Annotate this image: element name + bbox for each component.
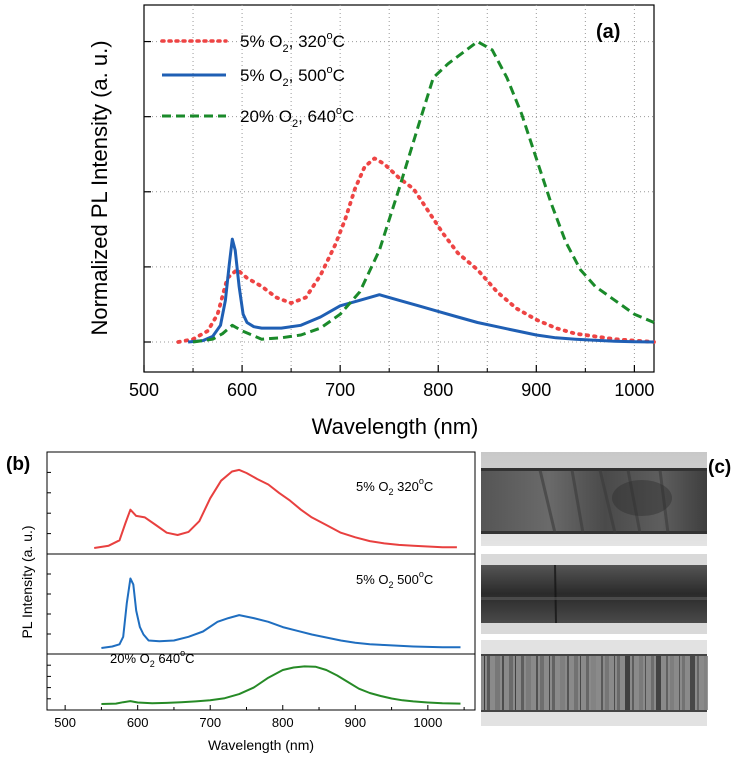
panel-b-label-320: 5% O2 320oC	[356, 476, 433, 497]
tem-stripe	[487, 656, 490, 710]
panel-b-ylabel: PL Intensity (a. u.)	[19, 525, 35, 638]
b-xtick-label: 500	[54, 715, 76, 730]
tem-stripe	[625, 656, 630, 710]
a-xtick-label: 800	[423, 380, 453, 400]
tem-stripe	[536, 656, 538, 710]
panel-a-legend: 5% O2, 320oC 5% O2, 500oC 20% O2, 640oC	[160, 30, 354, 130]
panel-a-xlabel: Wavelength (nm)	[312, 414, 479, 439]
b-xtick-label: 1000	[413, 715, 442, 730]
tem-stripe	[614, 656, 615, 710]
legend-label-640: 20% O2, 640oC	[240, 105, 354, 130]
tem-stripe	[495, 656, 500, 710]
tem-stripe	[679, 656, 680, 710]
b-series-line-1	[101, 577, 461, 649]
tem-stripe	[591, 656, 596, 710]
panel-c-letter: (c)	[708, 457, 731, 478]
tem-stripe	[601, 656, 603, 710]
tem-stripe	[651, 656, 654, 710]
a-series-line-0	[176, 156, 656, 344]
tem-image-500	[481, 554, 707, 634]
b-xtick-label: 900	[344, 715, 366, 730]
tem-stripe	[502, 656, 504, 710]
panel-a-letter: (a)	[596, 21, 620, 43]
a-series-line-1	[187, 237, 655, 344]
tem-stripe	[632, 656, 634, 710]
tem-stripe	[526, 656, 531, 710]
a-series-line-2	[192, 40, 655, 344]
panel-a-chart: 500 600 700 800 900 1000 (a) 5% O2, 320oC 5% …	[87, 4, 656, 439]
panel-a-ylabel: Normalized PL Intensity (a. u.)	[87, 40, 112, 335]
tem-image-320	[481, 452, 707, 546]
tem-stripe	[560, 656, 565, 710]
b-xtick-label: 700	[199, 715, 221, 730]
tem-image-640	[481, 640, 708, 726]
panel-a-frame	[143, 4, 655, 373]
tem-stripe	[515, 656, 516, 710]
tem-stripe	[574, 656, 578, 710]
a-xtick-label: 600	[227, 380, 257, 400]
tem-stripe	[617, 656, 620, 710]
tem-stripe	[682, 656, 685, 710]
tem-stripe	[690, 656, 695, 710]
tem-stripe	[670, 656, 674, 710]
tem-stripe	[697, 656, 699, 710]
panel-b-series	[94, 468, 461, 705]
tem-stripe	[586, 656, 589, 710]
b-xtick-label: 800	[272, 715, 294, 730]
tem-stripe	[645, 656, 646, 710]
b-xtick-label: 600	[127, 715, 149, 730]
tem-stripe	[605, 656, 609, 710]
panel-b-frame-middle	[46, 553, 476, 655]
panel-b-frame-bottom	[46, 653, 476, 711]
tem-stripe	[704, 656, 708, 710]
panel-b-chart: (b) 500 600 700 800 900 1000 5% O2 320oC 5% O…	[6, 451, 476, 753]
tem-stripe	[521, 656, 524, 710]
panel-b-letter: (b)	[6, 454, 30, 475]
tem-stripe	[656, 656, 661, 710]
a-xtick-label: 900	[521, 380, 551, 400]
panel-a-ticks: 500 600 700 800 900 1000	[129, 40, 654, 400]
a-xtick-label: 700	[325, 380, 355, 400]
a-xtick-label: 500	[129, 380, 159, 400]
tem-stripe	[580, 656, 581, 710]
tem-stripe	[552, 656, 555, 710]
panel-c-tem-images: (c)	[481, 452, 731, 726]
panel-b-ticks: 500 600 700 800 900 1000	[47, 471, 465, 730]
legend-label-320: 5% O2, 320oC	[240, 30, 345, 55]
panel-b-xlabel: Wavelength (nm)	[208, 737, 314, 753]
legend-label-500: 5% O2, 500oC	[240, 64, 345, 89]
b-series-line-0	[94, 468, 457, 549]
a-xtick-label: 1000	[614, 380, 654, 400]
panel-b-label-500: 5% O2 500oC	[356, 569, 433, 590]
tem-stripe	[509, 656, 513, 710]
tem-stripe	[639, 656, 643, 710]
panel-a-series	[176, 40, 656, 344]
tem-stripe	[549, 656, 550, 710]
tem-stripe	[666, 656, 668, 710]
panel-b-label-640: 20% O2 640oC	[110, 648, 194, 669]
tem-stripe	[540, 656, 544, 710]
panel-b-frame-top	[46, 451, 476, 555]
tem-stripe	[484, 656, 485, 710]
b-series-line-2	[101, 665, 461, 705]
tem-stripe	[567, 656, 569, 710]
